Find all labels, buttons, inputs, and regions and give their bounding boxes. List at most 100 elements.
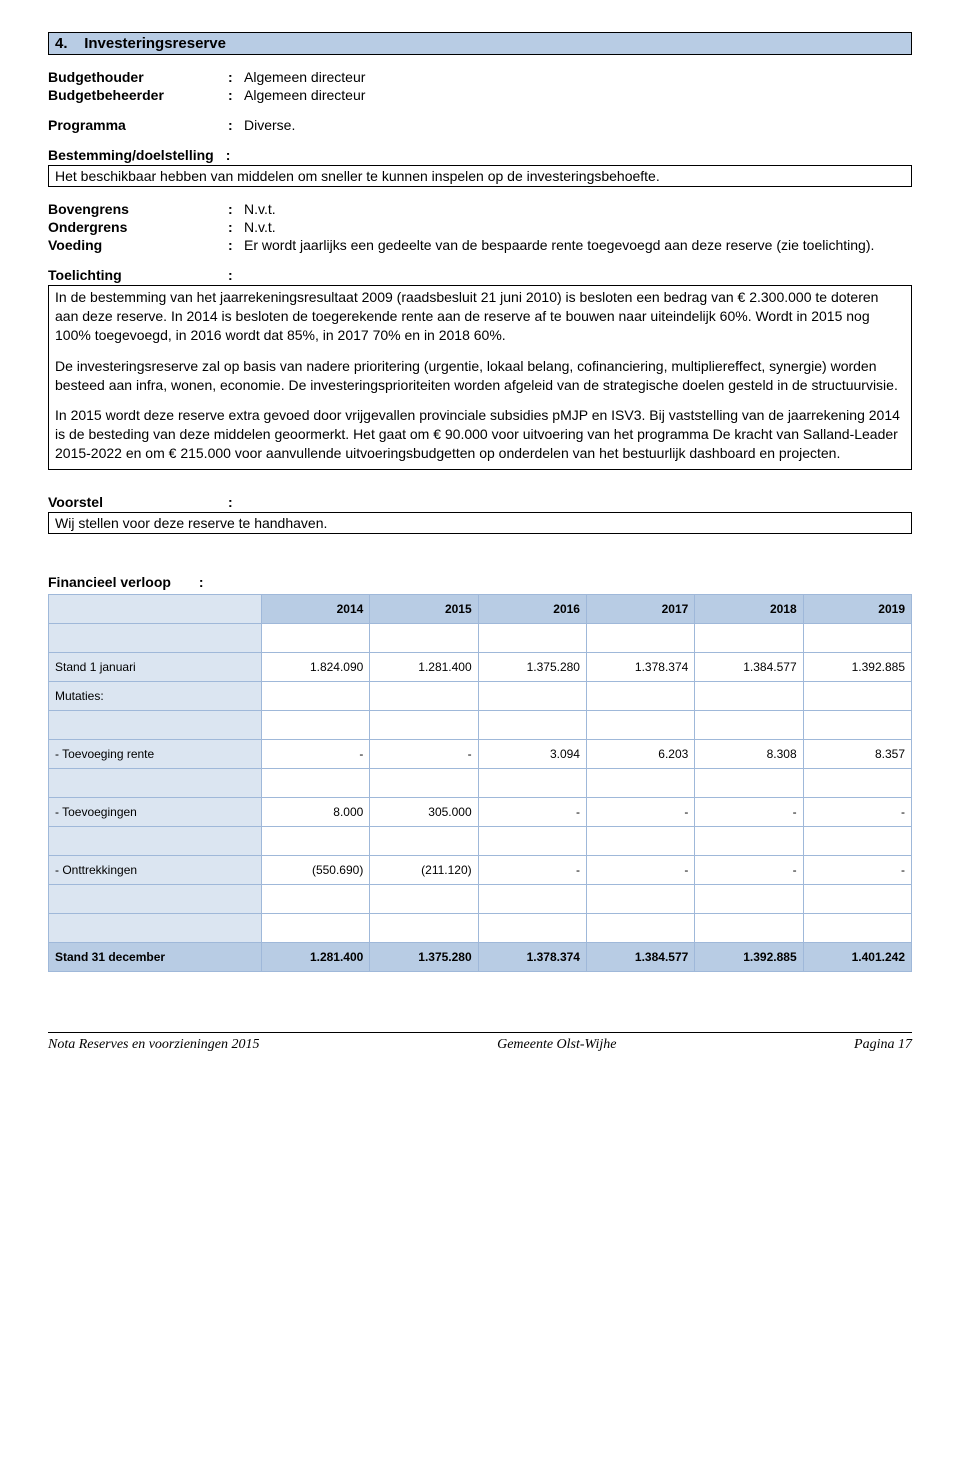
- fin-cell: [370, 769, 478, 798]
- fin-cell: [478, 682, 586, 711]
- fin-cell: [478, 711, 586, 740]
- fin-cell: 1.392.885: [695, 943, 803, 972]
- fin-cell: [370, 624, 478, 653]
- kv-val: N.v.t.: [244, 201, 912, 217]
- fin-cell: 1.384.577: [695, 653, 803, 682]
- kv-row: Voeding : Er wordt jaarlijks een gedeelt…: [48, 237, 912, 253]
- fin-header-row: 2014 2015 2016 2017 2018 2019: [49, 595, 912, 624]
- fin-cell: -: [803, 798, 911, 827]
- fin-spacer-row: [49, 624, 912, 653]
- fin-cell: [803, 769, 911, 798]
- fin-cell: [695, 769, 803, 798]
- kv-key: Bovengrens: [48, 201, 228, 217]
- kv-row: Budgethouder : Algemeen directeur: [48, 69, 912, 85]
- fin-year: 2014: [262, 595, 370, 624]
- fin-cell: [695, 885, 803, 914]
- fin-cell: [586, 624, 694, 653]
- fin-cell: [586, 885, 694, 914]
- kv-key: Ondergrens: [48, 219, 228, 235]
- fin-header-blank: [49, 595, 262, 624]
- fin-cell: [370, 885, 478, 914]
- fin-total-row: Stand 31 december 1.281.400 1.375.280 1.…: [49, 943, 912, 972]
- kv-row: Bestemming/doelstelling :: [48, 147, 912, 163]
- fin-row-label: - Onttrekkingen: [49, 856, 262, 885]
- fin-title-row: Financieel verloop :: [48, 574, 912, 590]
- header-kv-block: Budgethouder : Algemeen directeur Budget…: [48, 69, 912, 103]
- kv-val: Algemeen directeur: [244, 87, 912, 103]
- fin-spacer-row: [49, 827, 912, 856]
- fin-cell: -: [478, 856, 586, 885]
- kv-key: Budgetbeheerder: [48, 87, 228, 103]
- kv-key: Budgethouder: [48, 69, 228, 85]
- fin-row: Mutaties:: [49, 682, 912, 711]
- fin-cell: [586, 682, 694, 711]
- fin-year: 2017: [586, 595, 694, 624]
- fin-year: 2015: [370, 595, 478, 624]
- fin-cell: -: [695, 856, 803, 885]
- kv-row: Bovengrens : N.v.t.: [48, 201, 912, 217]
- fin-cell: [262, 769, 370, 798]
- kv-key: Programma: [48, 117, 228, 133]
- fin-row: - Toevoegingen 8.000 305.000 - - - -: [49, 798, 912, 827]
- programma-block: Programma : Diverse.: [48, 117, 912, 133]
- fin-cell: 1.401.242: [803, 943, 911, 972]
- fin-cell: [478, 885, 586, 914]
- fin-cell: -: [695, 798, 803, 827]
- fin-cell: 1.378.374: [478, 943, 586, 972]
- bounds-block: Bovengrens : N.v.t. Ondergrens : N.v.t. …: [48, 201, 912, 253]
- kv-val: Algemeen directeur: [244, 69, 912, 85]
- fin-cell: [370, 914, 478, 943]
- fin-cell: [695, 624, 803, 653]
- fin-cell: [262, 711, 370, 740]
- kv-colon: :: [199, 574, 204, 590]
- fin-spacer-row: [49, 885, 912, 914]
- fin-cell: [49, 827, 262, 856]
- fin-cell: 1.375.280: [478, 653, 586, 682]
- fin-cell: 1.281.400: [262, 943, 370, 972]
- toelichting-label: Toelichting: [48, 267, 228, 283]
- fin-cell: -: [478, 798, 586, 827]
- fin-row-label: - Toevoegingen: [49, 798, 262, 827]
- fin-cell: 8.357: [803, 740, 911, 769]
- kv-val: Er wordt jaarlijks een gedeelte van de b…: [244, 237, 912, 253]
- toelichting-para: In 2015 wordt deze reserve extra gevoed …: [55, 406, 905, 463]
- fin-cell: [370, 682, 478, 711]
- fin-cell: [586, 827, 694, 856]
- fin-cell: [262, 885, 370, 914]
- voorstel-text: Wij stellen voor deze reserve te handhav…: [55, 515, 327, 531]
- fin-cell: [478, 769, 586, 798]
- kv-row: Budgetbeheerder : Algemeen directeur: [48, 87, 912, 103]
- fin-row-label: Stand 1 januari: [49, 653, 262, 682]
- fin-year: 2018: [695, 595, 803, 624]
- voorstel-box: Wij stellen voor deze reserve te handhav…: [48, 512, 912, 534]
- fin-cell: (211.120): [370, 856, 478, 885]
- fin-cell: [49, 711, 262, 740]
- fin-row-label: - Toevoeging rente: [49, 740, 262, 769]
- fin-cell: [478, 624, 586, 653]
- fin-cell: 1.392.885: [803, 653, 911, 682]
- fin-cell: 305.000: [370, 798, 478, 827]
- fin-cell: [586, 769, 694, 798]
- fin-row: - Toevoeging rente - - 3.094 6.203 8.308…: [49, 740, 912, 769]
- fin-cell: [262, 914, 370, 943]
- footer-center: Gemeente Olst-Wijhe: [497, 1037, 616, 1053]
- kv-colon: :: [228, 117, 244, 133]
- kv-colon: :: [228, 237, 244, 253]
- fin-cell: [695, 827, 803, 856]
- fin-cell: [803, 827, 911, 856]
- voorstel-label: Voorstel: [48, 494, 228, 510]
- section-name: Investeringsreserve: [84, 35, 226, 52]
- kv-val: Diverse.: [244, 117, 912, 133]
- fin-cell: [695, 914, 803, 943]
- fin-spacer-row: [49, 914, 912, 943]
- fin-cell: [478, 827, 586, 856]
- fin-year: 2016: [478, 595, 586, 624]
- section-title: 4. Investeringsreserve: [48, 32, 912, 55]
- fin-cell: [49, 624, 262, 653]
- fin-cell: 6.203: [586, 740, 694, 769]
- kv-row: Ondergrens : N.v.t.: [48, 219, 912, 235]
- section-number: 4.: [55, 35, 68, 52]
- bestemming-text-box: Het beschikbaar hebben van middelen om s…: [48, 165, 912, 187]
- fin-cell: 1.378.374: [586, 653, 694, 682]
- fin-cell: [803, 624, 911, 653]
